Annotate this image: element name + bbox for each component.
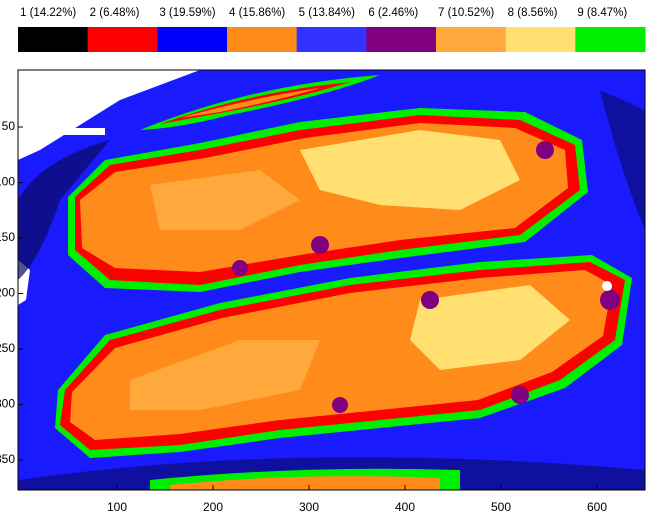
legend-label: 6 (2.46%) xyxy=(368,7,418,19)
legend-label: 1 (14.22%) xyxy=(20,7,76,19)
legend-swatch xyxy=(227,27,297,52)
legend-swatch xyxy=(575,27,645,52)
x-tick-label: 300 xyxy=(299,500,319,514)
legend-label: 9 (8.47%) xyxy=(577,7,627,19)
legend-swatch xyxy=(18,27,88,52)
y-tick-label: 250 xyxy=(0,341,15,355)
legend-label: 4 (15.86%) xyxy=(229,7,285,19)
x-tick-label: 500 xyxy=(491,500,511,514)
y-tick-label: 100 xyxy=(0,175,15,189)
scale-bar-label: 50 µm xyxy=(30,94,93,119)
legend-label: 3 (19.59%) xyxy=(159,7,215,19)
legend-swatch xyxy=(366,27,436,52)
legend-label: 8 (8.56%) xyxy=(508,7,558,19)
y-tick-label: 50 xyxy=(2,119,16,133)
x-tick-label: 200 xyxy=(203,500,223,514)
x-tick-label: 100 xyxy=(107,500,127,514)
legend-swatch xyxy=(88,27,158,52)
legend-swatch xyxy=(157,27,227,52)
cluster-image: 50 µm xyxy=(18,70,645,490)
y-tick-label: 150 xyxy=(0,230,15,244)
y-tick-label: 200 xyxy=(0,286,15,300)
legend-swatch xyxy=(436,27,506,52)
y-tick-label: 300 xyxy=(0,397,15,411)
legend-swatch xyxy=(297,27,367,52)
chart: 50 µm 1 (14.22%) 2 (6.48%) 3 (19.59%) 4 (15… xyxy=(0,0,651,521)
legend-label: 7 (10.52%) xyxy=(438,7,494,19)
legend-swatch xyxy=(506,27,576,52)
y-tick-label: 350 xyxy=(0,452,15,466)
x-tick-label: 400 xyxy=(395,500,415,514)
legend-label: 5 (13.84%) xyxy=(299,7,355,19)
legend-label: 2 (6.48%) xyxy=(90,7,140,19)
x-tick-label: 600 xyxy=(587,500,607,514)
